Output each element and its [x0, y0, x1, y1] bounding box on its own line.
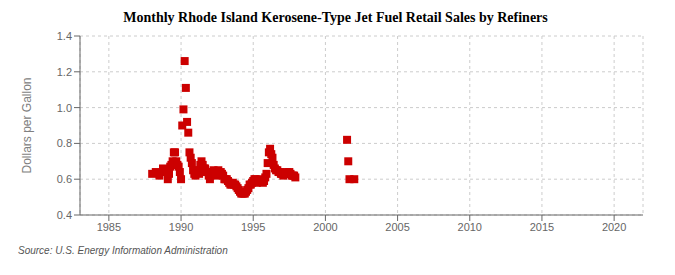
html-text:Source: U.S. Energy Informatio: Source: U.S. Energy Information Administ… — [18, 245, 228, 256]
svg-text:2000: 2000 — [313, 221, 337, 233]
svg-text:Dollars per Gallon: Dollars per Gallon — [20, 77, 34, 173]
svg-text:1.4: 1.4 — [57, 30, 72, 42]
svg-text:2015: 2015 — [530, 221, 554, 233]
svg-text:2010: 2010 — [458, 221, 482, 233]
svg-text:0.4: 0.4 — [57, 209, 72, 221]
svg-text:1995: 1995 — [241, 221, 265, 233]
svg-text:1.2: 1.2 — [57, 66, 72, 78]
svg-text:1985: 1985 — [97, 221, 121, 233]
svg-text:2005: 2005 — [385, 221, 409, 233]
svg-text:1990: 1990 — [169, 221, 193, 233]
svg-text:1.0: 1.0 — [57, 102, 72, 114]
svg-text:0.6: 0.6 — [57, 173, 72, 185]
svg-text:0.8: 0.8 — [57, 137, 72, 149]
html-text:Monthly Rhode Island Kerosene-: Monthly Rhode Island Kerosene-Type Jet F… — [123, 10, 548, 25]
svg-text:2020: 2020 — [602, 221, 626, 233]
